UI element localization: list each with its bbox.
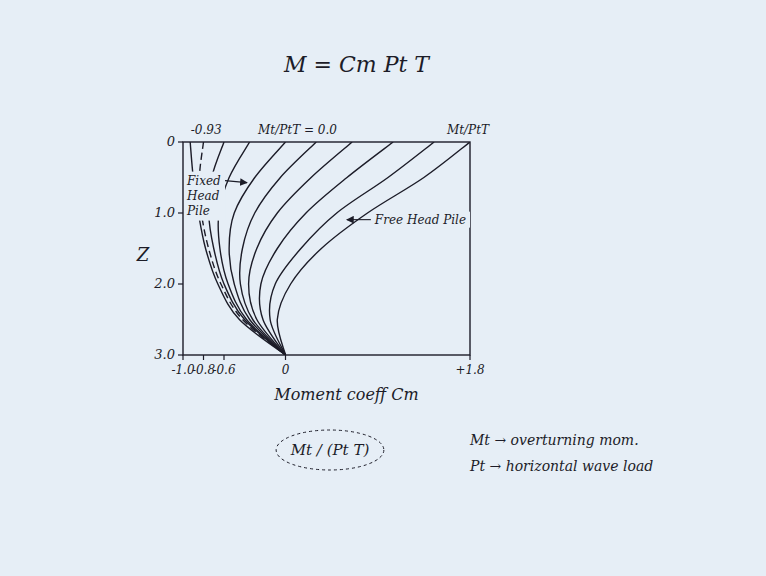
annotation-arrow <box>225 181 247 183</box>
annotation-line: Fixed <box>186 174 221 188</box>
x-tick <box>223 355 224 360</box>
annotation-arrow <box>347 219 371 220</box>
annotation-line: Pile <box>186 204 210 218</box>
x-tick-label: +1.8 <box>455 363 485 377</box>
note: Mt / (Pt T) <box>290 441 370 459</box>
annotation: Free Head Pile <box>374 213 466 227</box>
top-label: -0.93 <box>191 123 222 137</box>
y-tick <box>178 283 183 284</box>
note: Pt → horizontal wave load <box>469 458 653 474</box>
chart: M = Cm Pt T-1.0-0.8-0.60+1.801.02.03.0Mo… <box>0 0 766 576</box>
y-tick-label: 2.0 <box>153 276 175 291</box>
x-tick-label: -0.6 <box>212 363 236 377</box>
curve <box>277 142 470 355</box>
y-tick-label: 3.0 <box>154 347 175 362</box>
annotation-line: Head <box>186 189 220 203</box>
label-patch <box>372 212 470 228</box>
title: M = Cm Pt T <box>283 52 431 77</box>
x-tick-label: 0 <box>282 363 290 377</box>
y-axis-title: Z <box>136 244 150 265</box>
x-tick <box>285 355 286 360</box>
x-tick <box>203 355 204 360</box>
x-tick <box>469 355 470 360</box>
x-tick <box>182 355 183 360</box>
x-axis-title: Moment coeff Cm <box>273 385 418 404</box>
curve <box>259 142 393 355</box>
paper <box>0 0 766 576</box>
y-tick-label: 1.0 <box>154 205 175 220</box>
plot-frame <box>183 142 470 355</box>
y-tick-label: 0 <box>167 134 175 149</box>
y-tick <box>178 354 183 355</box>
curve <box>218 142 285 355</box>
y-tick <box>178 212 183 213</box>
note: Mt → overturning mom. <box>469 432 639 448</box>
y-tick <box>178 141 183 142</box>
top-label: Mt/PtT = 0.0 <box>257 123 337 137</box>
annotation: FixedHeadPile <box>186 174 221 218</box>
note-circle <box>276 430 384 470</box>
top-label: Mt/PtT <box>446 123 490 137</box>
curve <box>269 142 434 355</box>
curves <box>190 142 470 355</box>
label-patch <box>185 172 225 221</box>
